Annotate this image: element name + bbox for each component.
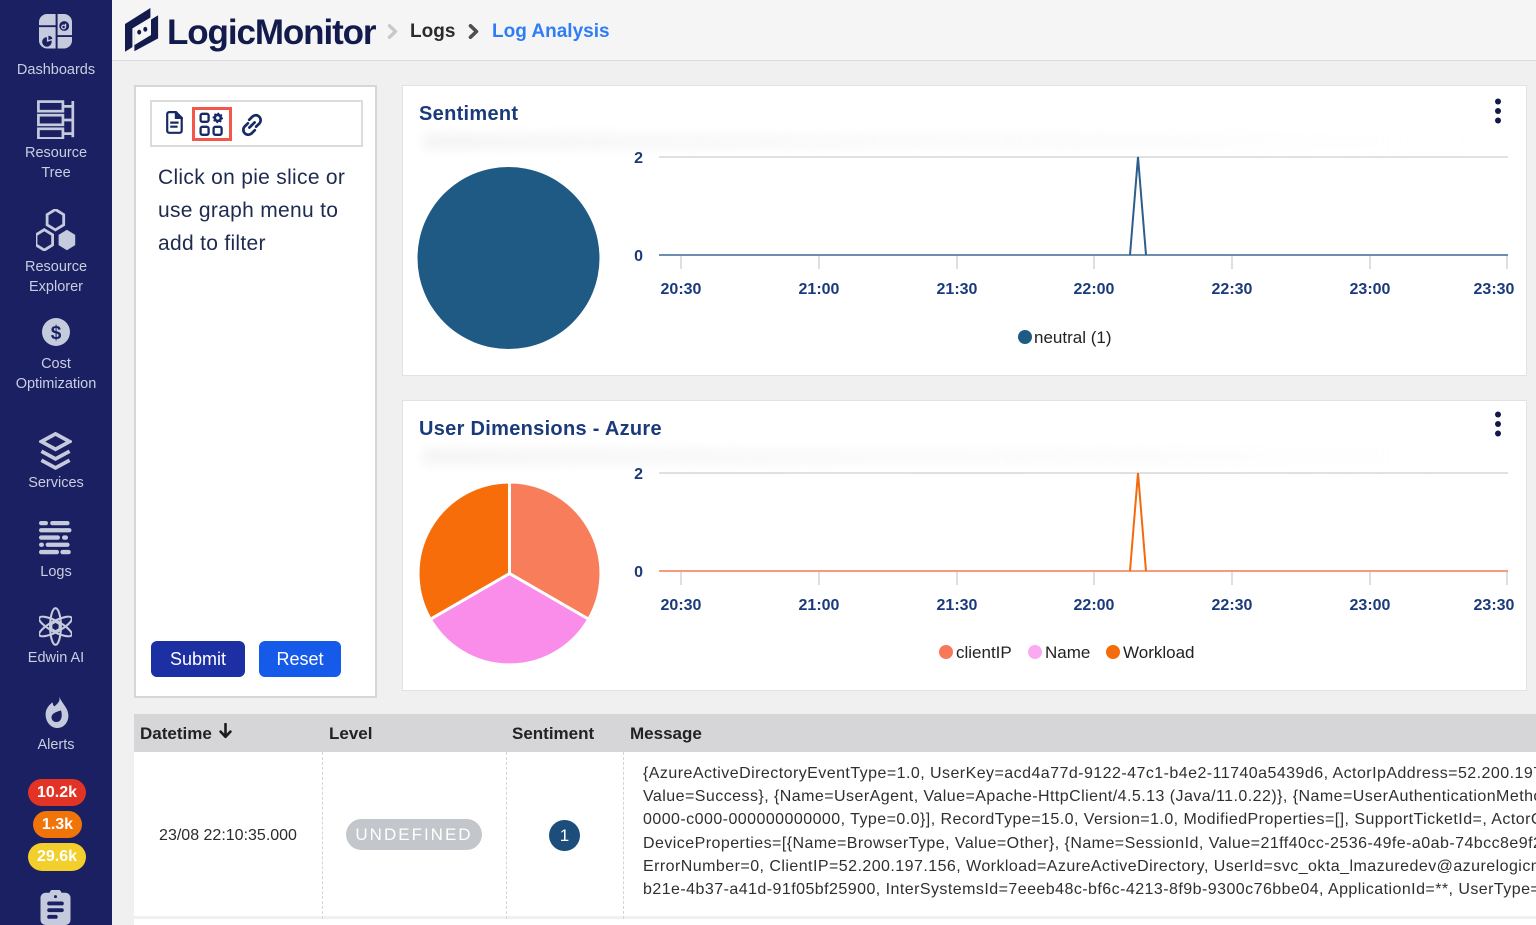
svg-text:Workload: Workload [1123, 643, 1195, 662]
svg-text:22:00: 22:00 [1074, 281, 1115, 298]
svg-text:22:30: 22:30 [1212, 281, 1253, 298]
svg-text:Name: Name [1045, 643, 1090, 662]
svg-text:20:30: 20:30 [661, 597, 702, 614]
svg-text:23:00: 23:00 [1350, 597, 1391, 614]
svg-text:23:00: 23:00 [1350, 281, 1391, 298]
svg-text:0: 0 [634, 564, 643, 581]
svg-text:neutral (1): neutral (1) [1034, 328, 1111, 347]
svg-text:0: 0 [634, 248, 643, 265]
svg-text:20:30: 20:30 [661, 281, 702, 298]
svg-text:21:30: 21:30 [937, 597, 978, 614]
svg-text:22:00: 22:00 [1074, 597, 1115, 614]
svg-text:2: 2 [634, 466, 643, 483]
svg-text:21:00: 21:00 [799, 281, 840, 298]
svg-text:23:30: 23:30 [1474, 281, 1515, 298]
svg-text:21:00: 21:00 [799, 597, 840, 614]
svg-text:2: 2 [634, 150, 643, 167]
svg-text:21:30: 21:30 [937, 281, 978, 298]
svg-text:clientIP: clientIP [956, 643, 1012, 662]
svg-text:$: $ [51, 323, 62, 344]
svg-text:23:30: 23:30 [1474, 597, 1515, 614]
svg-text:22:30: 22:30 [1212, 597, 1253, 614]
